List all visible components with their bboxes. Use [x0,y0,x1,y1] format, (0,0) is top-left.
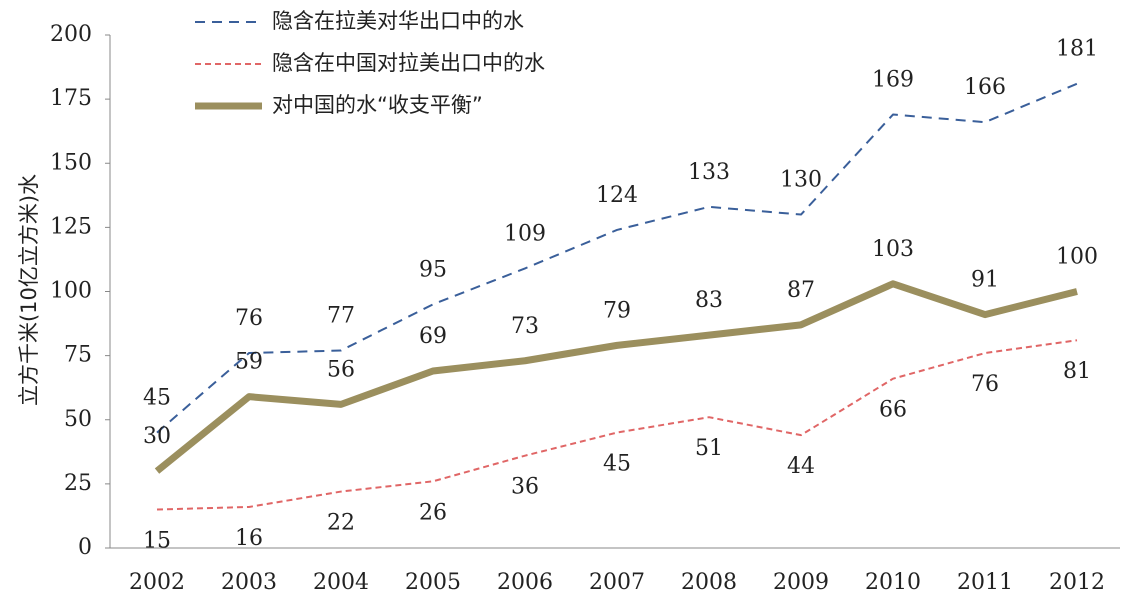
data-label: 44 [787,454,815,479]
data-label: 56 [327,357,355,382]
data-label: 45 [603,452,631,477]
x-tick-label: 2006 [497,570,553,595]
data-label: 77 [327,303,355,328]
x-tick-label: 2009 [773,570,829,595]
data-label: 16 [235,526,263,551]
data-label: 109 [504,221,546,246]
data-label: 100 [1056,245,1098,270]
data-label: 45 [143,386,171,411]
data-label: 169 [872,68,914,93]
y-axis-label: 立方千米(10亿立方米)水 [17,174,41,406]
series-line [154,280,1078,474]
y-tick-label: 100 [50,279,92,304]
data-label: 76 [235,306,263,331]
x-tick-label: 2008 [681,570,737,595]
x-tick-label: 2003 [221,570,277,595]
series-line [156,82,1078,434]
data-label: 30 [143,424,171,449]
y-tick-label: 25 [64,471,92,496]
series-line [156,339,1078,511]
x-tick-label: 2010 [865,570,921,595]
x-tick-label: 2007 [589,570,645,595]
y-tick-label: 175 [50,86,92,111]
data-label: 103 [872,237,914,262]
data-label: 166 [964,75,1006,100]
y-tick-label: 150 [50,150,92,175]
data-label: 73 [511,314,539,339]
data-label: 51 [695,436,723,461]
y-tick-label: 0 [78,535,92,560]
data-label: 22 [327,511,355,536]
data-label: 130 [780,168,822,193]
y-tick-label: 125 [50,214,92,239]
data-label: 79 [603,298,631,323]
data-label: 124 [596,183,638,208]
data-label: 133 [688,160,730,185]
data-label: 59 [235,350,263,375]
y-tick-label: 200 [50,22,92,47]
y-tick-label: 75 [64,343,92,368]
data-label: 81 [1063,359,1091,384]
data-label: 76 [971,372,999,397]
data-label: 15 [143,529,171,554]
data-label: 95 [419,257,447,282]
legend-label: 隐含在拉美对华出口中的水 [272,9,524,33]
x-tick-label: 2004 [313,570,369,595]
x-tick-label: 2005 [405,570,461,595]
data-label: 87 [787,278,815,303]
legend-label: 隐含在中国对拉美出口中的水 [272,51,545,75]
x-tick-label: 2012 [1049,570,1105,595]
data-label: 36 [511,475,539,500]
data-label: 26 [419,500,447,525]
data-label: 66 [879,398,907,423]
x-tick-label: 2011 [957,570,1013,595]
legend-label: 对中国的水“收支平衡” [272,93,483,117]
y-tick-label: 50 [64,407,92,432]
data-label: 181 [1056,37,1098,62]
x-tick-label: 2002 [129,570,185,595]
data-label: 83 [695,288,723,313]
data-label: 91 [971,268,999,293]
data-label: 69 [419,324,447,349]
